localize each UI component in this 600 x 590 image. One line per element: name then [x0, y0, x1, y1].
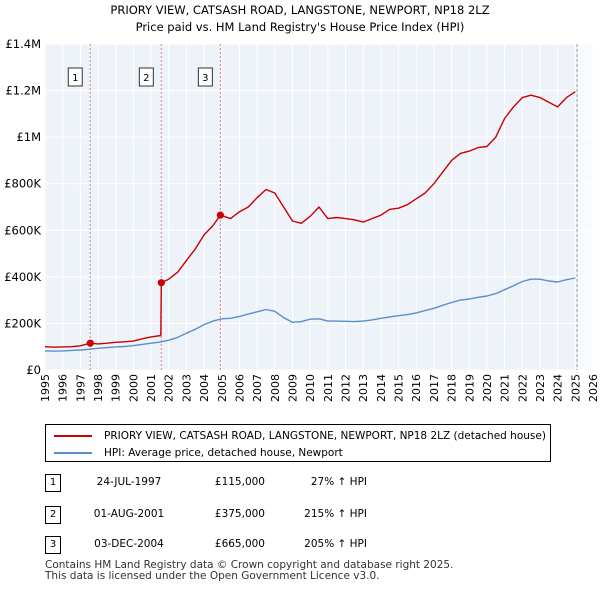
transaction-price: £375,000: [214, 508, 265, 520]
x-tick-label: 2014: [375, 374, 388, 402]
x-tick-label: 1999: [110, 374, 123, 402]
property-line-swatch: [54, 435, 92, 437]
x-tick-label: 2022: [516, 374, 529, 402]
x-tick-label: 1998: [92, 374, 105, 402]
x-tick-label: 1995: [39, 374, 52, 402]
sale-marker-box: [67, 67, 83, 87]
x-tick-label: 2005: [216, 374, 229, 402]
transaction-hpi-change: 205% ↑ HPI: [304, 538, 367, 550]
transaction-hpi-change: 27% ↑ HPI: [310, 476, 367, 488]
hpi-series-line: [44, 277, 576, 352]
y-tick-label: £600K: [4, 223, 41, 237]
legend-item-hpi: HPI: Average price, detached house, Newp…: [54, 445, 343, 461]
x-tick-label: 2003: [180, 374, 193, 402]
transaction-price: £665,000: [214, 538, 265, 550]
footer-line-1: Contains HM Land Registry data © Crown c…: [45, 559, 454, 571]
x-tick-label: 2008: [269, 374, 282, 402]
x-tick-label: 2021: [499, 374, 512, 402]
x-tick-label: 1996: [57, 374, 70, 402]
x-tick-label: 2006: [233, 374, 246, 402]
transaction-number-badge: 3: [45, 536, 61, 554]
sale-marker-number: 3: [202, 73, 208, 84]
sale-point: [157, 279, 165, 287]
legend-property-label: PRIORY VIEW, CATSASH ROAD, LANGSTONE, NE…: [104, 430, 546, 442]
x-tick-label: 2013: [357, 374, 370, 402]
x-tick-label: 2025: [569, 374, 582, 402]
footer-line-2: This data is licensed under the Open Gov…: [45, 570, 380, 582]
sale-marker-box: [197, 67, 213, 87]
sale-marker-box: [138, 67, 154, 87]
footer-attribution: Contains HM Land Registry data © Crown c…: [45, 560, 453, 582]
x-tick-label: 2011: [322, 374, 335, 402]
x-tick-label: 2020: [481, 374, 494, 402]
transaction-date: 03-DEC-2004: [94, 538, 164, 550]
x-tick-label: 2000: [127, 374, 140, 402]
x-tick-label: 2023: [534, 374, 547, 402]
forecast-band: [577, 44, 593, 370]
legend: PRIORY VIEW, CATSASH ROAD, LANGSTONE, NE…: [45, 424, 551, 462]
chart-title: PRIORY VIEW, CATSASH ROAD, LANGSTONE, NE…: [110, 3, 489, 17]
x-tick-label: 2026: [587, 374, 600, 402]
y-tick-label: £400K: [4, 270, 41, 284]
y-tick-label: £1M: [16, 130, 41, 144]
legend-hpi-label: HPI: Average price, detached house, Newp…: [104, 447, 343, 459]
y-tick-label: £200K: [4, 316, 41, 330]
x-tick-label: 2012: [340, 374, 353, 402]
chart-subtitle: Price paid vs. HM Land Registry's House …: [136, 20, 465, 34]
x-tick-label: 2018: [446, 374, 459, 402]
x-tick-label: 2001: [145, 374, 158, 402]
y-axis-ticks: £0 £200K £400K £600K £800K £1M £1.2M £1.4M: [4, 37, 41, 377]
series-lines: [44, 91, 576, 352]
transaction-row: 1 24-JUL-1997 £115,000 27% ↑ HPI: [45, 474, 565, 492]
x-tick-label: 2002: [163, 374, 176, 402]
sale-marker-lines: [89, 44, 578, 370]
x-tick-label: 2015: [393, 374, 406, 402]
sale-marker-number: 2: [143, 73, 149, 84]
y-tick-label: £1.4M: [5, 37, 41, 51]
x-tick-label: 2010: [304, 374, 317, 402]
transaction-hpi-change: 215% ↑ HPI: [304, 508, 367, 520]
transaction-number-badge: 1: [45, 474, 61, 492]
sale-marker-number: 1: [72, 73, 78, 84]
transaction-row: 3 03-DEC-2004 £665,000 205% ↑ HPI: [45, 536, 565, 554]
transaction-number-badge: 2: [45, 506, 61, 524]
sale-point: [216, 211, 224, 219]
x-tick-label: 2019: [463, 374, 476, 402]
x-tick-label: 2004: [198, 374, 211, 402]
x-tick-label: 2017: [428, 374, 441, 402]
legend-item-property: PRIORY VIEW, CATSASH ROAD, LANGSTONE, NE…: [54, 428, 546, 444]
x-tick-label: 2007: [251, 374, 264, 402]
price-chart: PRIORY VIEW, CATSASH ROAD, LANGSTONE, NE…: [4, 3, 600, 402]
transaction-row: 2 01-AUG-2001 £375,000 215% ↑ HPI: [45, 506, 565, 524]
hpi-line-swatch: [54, 452, 92, 454]
sale-points: [86, 211, 224, 347]
y-tick-label: £800K: [4, 177, 41, 191]
x-tick-label: 2016: [410, 374, 423, 402]
y-tick-label: £0: [26, 363, 41, 377]
sale-marker-labels: 1 2 3: [67, 67, 213, 87]
x-tick-label: 2024: [552, 374, 565, 402]
transaction-price: £115,000: [214, 476, 265, 488]
sale-point: [86, 339, 94, 347]
y-tick-label: £1.2M: [5, 84, 41, 98]
x-tick-label: 2009: [286, 374, 299, 402]
transaction-date: 24-JUL-1997: [96, 476, 162, 488]
x-tick-label: 1997: [74, 374, 87, 402]
x-axis-ticks: 1995 1996 1997 1998 1999 2000 2001 2002 2003 2004…: [39, 374, 600, 402]
property-series-line: [44, 91, 576, 348]
grid-lines: [44, 43, 594, 371]
transaction-date: 01-AUG-2001: [93, 508, 165, 520]
